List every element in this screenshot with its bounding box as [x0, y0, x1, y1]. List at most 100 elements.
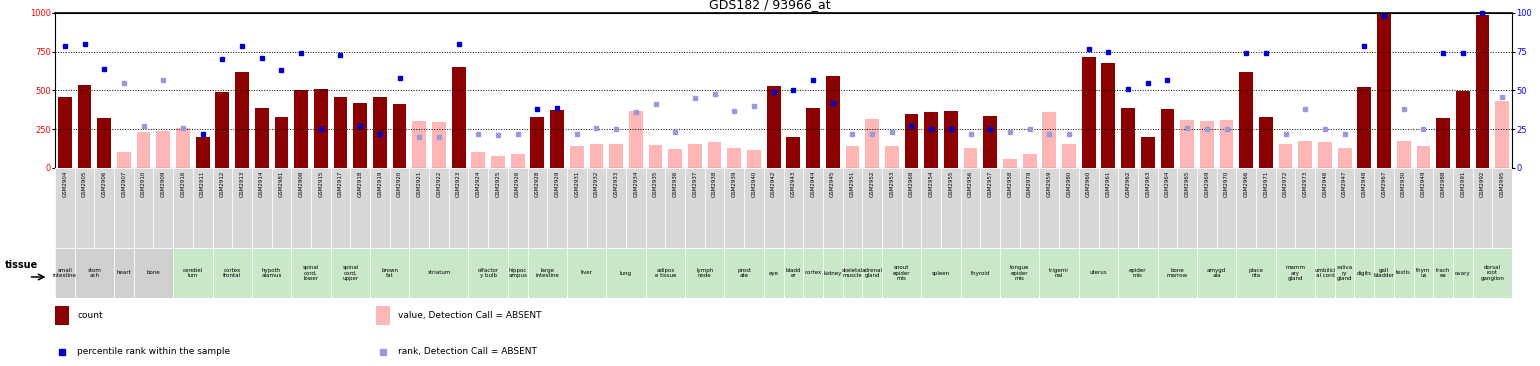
Bar — [94, 168, 114, 248]
Bar — [376, 306, 390, 325]
Bar — [924, 112, 938, 168]
Bar — [213, 248, 253, 298]
Bar — [390, 168, 410, 248]
Bar — [784, 168, 804, 248]
Text: GSM2979: GSM2979 — [1027, 171, 1032, 197]
Text: prost
ate: prost ate — [738, 268, 752, 278]
Bar — [370, 168, 390, 248]
Bar — [999, 168, 1019, 248]
Bar — [55, 168, 74, 248]
Bar — [862, 168, 882, 248]
Text: place
nta: place nta — [1249, 268, 1263, 278]
Bar — [1492, 168, 1512, 248]
Bar — [1080, 168, 1098, 248]
Text: GSM2917: GSM2917 — [337, 171, 343, 197]
Bar — [508, 168, 528, 248]
Bar — [590, 144, 604, 168]
Text: GSM2967: GSM2967 — [1381, 171, 1386, 197]
Text: GSM2932: GSM2932 — [594, 171, 599, 197]
Bar — [1060, 168, 1080, 248]
Text: GSM2973: GSM2973 — [1303, 171, 1307, 197]
Bar — [1295, 168, 1315, 248]
Bar — [216, 92, 229, 168]
Bar — [1394, 168, 1414, 248]
Text: GSM2922: GSM2922 — [436, 171, 442, 197]
Text: GSM2914: GSM2914 — [259, 171, 265, 197]
Bar — [530, 117, 544, 168]
Text: GSM2910: GSM2910 — [142, 171, 146, 197]
Text: olfactor
y bulb: olfactor y bulb — [477, 268, 499, 278]
Text: GSM2951: GSM2951 — [850, 171, 855, 197]
Bar — [825, 76, 839, 168]
Bar — [1417, 146, 1431, 168]
Bar — [1394, 248, 1414, 298]
Text: GSM2945: GSM2945 — [830, 171, 835, 197]
Text: ovary: ovary — [1455, 270, 1471, 276]
Text: GSM2966: GSM2966 — [1244, 171, 1249, 197]
Bar — [134, 248, 172, 298]
Bar — [1158, 168, 1177, 248]
Bar — [1197, 248, 1237, 298]
Bar — [511, 154, 525, 168]
Bar — [176, 128, 189, 168]
Text: GSM2980: GSM2980 — [1067, 171, 1072, 197]
Bar — [999, 248, 1040, 298]
Text: GSM2920: GSM2920 — [397, 171, 402, 197]
Bar — [787, 137, 801, 168]
Text: spleen: spleen — [932, 270, 950, 276]
Text: GSM2948: GSM2948 — [1361, 171, 1368, 197]
Bar — [941, 168, 961, 248]
Bar — [331, 248, 370, 298]
Bar — [233, 168, 253, 248]
Text: GSM2963: GSM2963 — [1146, 171, 1150, 197]
Text: hypoth
alamus: hypoth alamus — [262, 268, 282, 278]
Bar — [1452, 248, 1472, 298]
Bar — [491, 156, 505, 168]
Text: spinal
cord,
lower: spinal cord, lower — [303, 265, 319, 281]
Bar — [921, 168, 941, 248]
Text: mamm
ary
gland: mamm ary gland — [1286, 265, 1306, 281]
Text: hippoc
ampus: hippoc ampus — [508, 268, 527, 278]
Bar — [842, 248, 862, 298]
Bar — [865, 119, 879, 168]
Text: GSM2912: GSM2912 — [220, 171, 225, 197]
Bar — [331, 168, 350, 248]
Bar — [685, 168, 705, 248]
Text: GSM2935: GSM2935 — [653, 171, 658, 197]
Text: testis: testis — [1397, 270, 1411, 276]
Bar — [961, 168, 981, 248]
Text: trigemi
nal: trigemi nal — [1049, 268, 1069, 278]
Bar — [842, 168, 862, 248]
Bar — [291, 248, 331, 298]
Bar — [508, 248, 528, 298]
Bar — [488, 168, 508, 248]
Bar — [648, 145, 662, 168]
Bar — [451, 67, 465, 168]
Bar — [334, 97, 348, 168]
Text: GSM2947: GSM2947 — [1343, 171, 1348, 197]
Bar — [448, 168, 468, 248]
Text: thyroid: thyroid — [970, 270, 990, 276]
Text: stom
ach: stom ach — [88, 268, 102, 278]
Bar — [767, 86, 781, 168]
Bar — [1298, 141, 1312, 168]
Bar — [744, 168, 764, 248]
Text: large
intestine: large intestine — [536, 268, 559, 278]
Text: GSM2972: GSM2972 — [1283, 171, 1287, 197]
Bar — [822, 248, 842, 298]
Bar — [134, 168, 154, 248]
Bar — [747, 150, 761, 168]
Text: GSM2904: GSM2904 — [62, 171, 68, 197]
Bar — [1278, 144, 1292, 168]
Text: GSM2970: GSM2970 — [1224, 171, 1229, 197]
Bar — [1040, 168, 1060, 248]
Text: GSM2916: GSM2916 — [180, 171, 185, 197]
Bar — [727, 148, 741, 168]
Text: GSM2924: GSM2924 — [476, 171, 480, 197]
Text: GSM2971: GSM2971 — [1263, 171, 1269, 197]
Bar — [213, 168, 233, 248]
Text: skeletal
muscle: skeletal muscle — [842, 268, 862, 278]
Bar — [1374, 248, 1394, 298]
Bar — [350, 168, 370, 248]
Bar — [468, 168, 488, 248]
